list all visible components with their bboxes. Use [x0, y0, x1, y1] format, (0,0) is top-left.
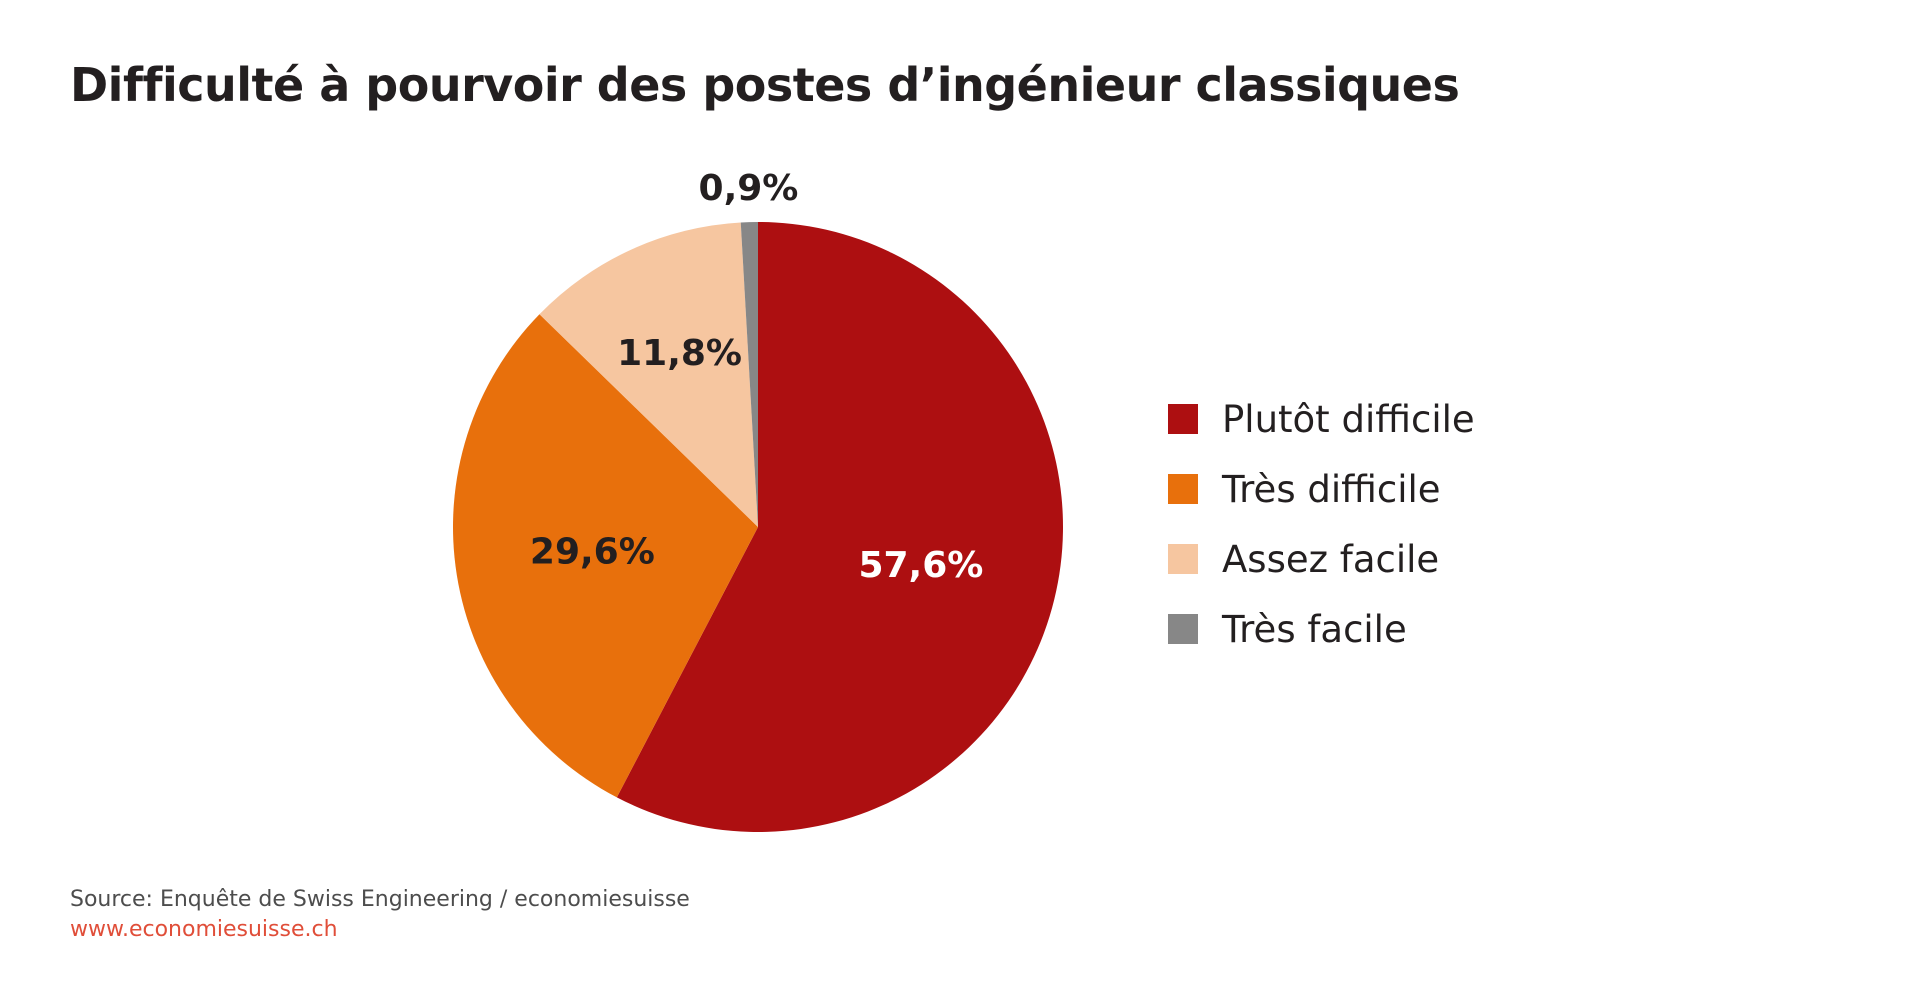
legend-item-plutot-difficile: Plutôt difficile [1168, 384, 1475, 454]
slice-value-label-assez-facile: 11,8% [617, 333, 742, 374]
legend-swatch [1168, 474, 1198, 504]
pie-slice-tres-facile [740, 222, 758, 527]
pie-slice-tres-difficile [453, 314, 758, 798]
pie-slice-assez-facile [539, 222, 758, 527]
slice-value-label-tres-facile: 0,9% [699, 168, 799, 209]
legend-swatch [1168, 614, 1198, 644]
legend: Plutôt difficile Très difficile Assez fa… [1168, 384, 1475, 664]
legend-label: Très facile [1222, 607, 1407, 651]
legend-item-assez-facile: Assez facile [1168, 524, 1475, 594]
legend-item-tres-facile: Très facile [1168, 594, 1475, 664]
slice-value-label-plutot-difficile: 57,6% [858, 545, 983, 586]
pie-slice-plutot-difficile [616, 222, 1063, 832]
legend-label: Très difficile [1222, 467, 1441, 511]
website-link[interactable]: www.economiesuisse.ch [70, 917, 338, 942]
legend-item-tres-difficile: Très difficile [1168, 454, 1475, 524]
slice-value-label-tres-difficile: 29,6% [530, 532, 655, 573]
legend-swatch [1168, 544, 1198, 574]
chart-title: Difficulté à pourvoir des postes d’ingén… [70, 58, 1460, 112]
source-note: Source: Enquête de Swiss Engineering / e… [70, 887, 690, 912]
legend-label: Plutôt difficile [1222, 397, 1475, 441]
legend-label: Assez facile [1222, 537, 1440, 581]
legend-swatch [1168, 404, 1198, 434]
